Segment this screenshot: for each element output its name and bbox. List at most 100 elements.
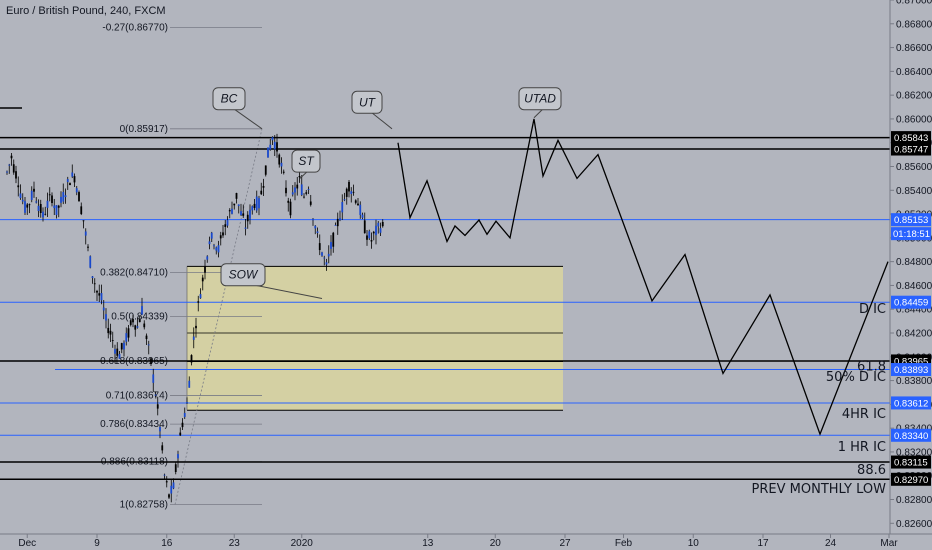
callout-label: ST bbox=[298, 154, 315, 168]
candle-body bbox=[111, 340, 114, 341]
candle-body bbox=[215, 247, 218, 251]
candle-body bbox=[19, 193, 22, 199]
candle-body bbox=[312, 218, 314, 221]
fib-trend-line bbox=[174, 128, 263, 505]
candle-body bbox=[370, 240, 373, 242]
candle-body bbox=[109, 330, 112, 335]
price-tag-label: 0.85843 bbox=[894, 133, 928, 144]
candle-body bbox=[350, 191, 353, 194]
candle-body bbox=[150, 358, 152, 364]
candle-body bbox=[87, 246, 89, 248]
level-annotation: 4HR IC bbox=[842, 407, 886, 422]
level-annotation: 88.6 bbox=[857, 463, 886, 478]
candle-body bbox=[15, 171, 17, 179]
fib-level-label: 0.71(0.83674) bbox=[106, 391, 168, 402]
price-tag-label: 0.85153 bbox=[894, 215, 928, 226]
price-tag-box bbox=[891, 213, 931, 227]
time-axis[interactable]: Dec 9 16 23 2020 13 20 27 Feb 10 17 24 Mar bbox=[18, 534, 898, 549]
callout-box bbox=[351, 90, 383, 114]
candle-body bbox=[120, 343, 123, 350]
candle-body bbox=[147, 344, 150, 346]
candle-body bbox=[377, 222, 380, 227]
price-tick-label: 0.84600 bbox=[896, 281, 932, 292]
fib-level-label: 1(0.82758) bbox=[120, 500, 168, 511]
candle-body bbox=[244, 227, 247, 229]
candle-body bbox=[255, 196, 258, 211]
candle-body bbox=[341, 202, 344, 213]
callout-label: UTAD bbox=[524, 92, 556, 106]
candle-body bbox=[375, 225, 377, 236]
time-tick-label: 9 bbox=[94, 538, 100, 549]
candle-body bbox=[363, 220, 366, 234]
candle-body bbox=[345, 188, 348, 197]
candle-body bbox=[246, 214, 249, 222]
candle-body bbox=[195, 325, 197, 329]
price-tag-box bbox=[891, 131, 931, 145]
candle-body bbox=[44, 213, 47, 215]
candle-body bbox=[305, 192, 308, 194]
projection-line bbox=[397, 118, 889, 436]
price-tick-label: 0.86800 bbox=[896, 19, 932, 30]
candle-body bbox=[37, 205, 40, 212]
candle-body bbox=[143, 323, 146, 328]
candle-body bbox=[298, 175, 301, 178]
fib-level-label: 0.786(0.83434) bbox=[100, 419, 168, 430]
candle-body bbox=[260, 190, 263, 195]
candle-body bbox=[159, 426, 161, 432]
candle-body bbox=[35, 201, 38, 203]
candle-body bbox=[307, 189, 310, 190]
candle-body bbox=[10, 155, 13, 159]
candle-body bbox=[206, 256, 209, 260]
candle-body bbox=[253, 203, 256, 209]
candle-body bbox=[98, 293, 101, 296]
candle-body bbox=[318, 243, 321, 251]
price-tick-label: 0.85600 bbox=[896, 162, 932, 173]
candle-body bbox=[42, 211, 44, 218]
candle-body bbox=[73, 176, 76, 183]
price-tag-box bbox=[891, 472, 931, 486]
callout-box bbox=[212, 87, 246, 111]
price-tick-label: 0.86200 bbox=[896, 91, 932, 102]
candle-body bbox=[242, 213, 245, 216]
candle-body bbox=[127, 328, 130, 338]
price-tick-label: 0.84800 bbox=[896, 257, 932, 268]
time-tick-label: Mar bbox=[880, 538, 898, 549]
countdown-label: 01:18:51 bbox=[893, 229, 930, 240]
candle-body bbox=[296, 184, 299, 189]
price-tag-box bbox=[891, 428, 931, 442]
candle-body bbox=[62, 192, 65, 202]
callout-label: SOW bbox=[229, 268, 259, 282]
candle-body bbox=[181, 422, 184, 428]
candle-body bbox=[303, 196, 305, 198]
time-tick-label: 27 bbox=[559, 538, 571, 549]
candle-body bbox=[156, 404, 159, 409]
candle-body bbox=[332, 232, 335, 247]
candle-body bbox=[141, 305, 143, 315]
time-tick-label: 2020 bbox=[291, 538, 314, 549]
candle-body bbox=[316, 231, 319, 234]
candle-body bbox=[208, 241, 211, 245]
candle-body bbox=[84, 231, 87, 236]
price-tag-box bbox=[891, 455, 931, 469]
time-tick-label: 17 bbox=[757, 538, 769, 549]
candle-body bbox=[33, 188, 35, 192]
time-tick-label: 16 bbox=[161, 538, 173, 549]
candle-body bbox=[168, 494, 170, 498]
price-tag-label: 0.83612 bbox=[894, 398, 928, 409]
candle-body bbox=[129, 320, 132, 325]
price-tag-box bbox=[891, 363, 931, 377]
candle-body bbox=[237, 204, 240, 206]
price-tick-label: 0.84200 bbox=[896, 329, 932, 340]
candle-body bbox=[91, 276, 94, 279]
candle-body bbox=[123, 342, 125, 350]
candle-body bbox=[372, 231, 375, 234]
fib-level-label: 0(0.85917) bbox=[120, 124, 168, 135]
candle-body bbox=[240, 211, 242, 216]
candle-body bbox=[51, 195, 53, 204]
candle-body bbox=[314, 225, 317, 229]
candle-body bbox=[152, 374, 155, 383]
price-tick-label: 0.86400 bbox=[896, 67, 932, 78]
price-tag-box bbox=[891, 396, 931, 410]
